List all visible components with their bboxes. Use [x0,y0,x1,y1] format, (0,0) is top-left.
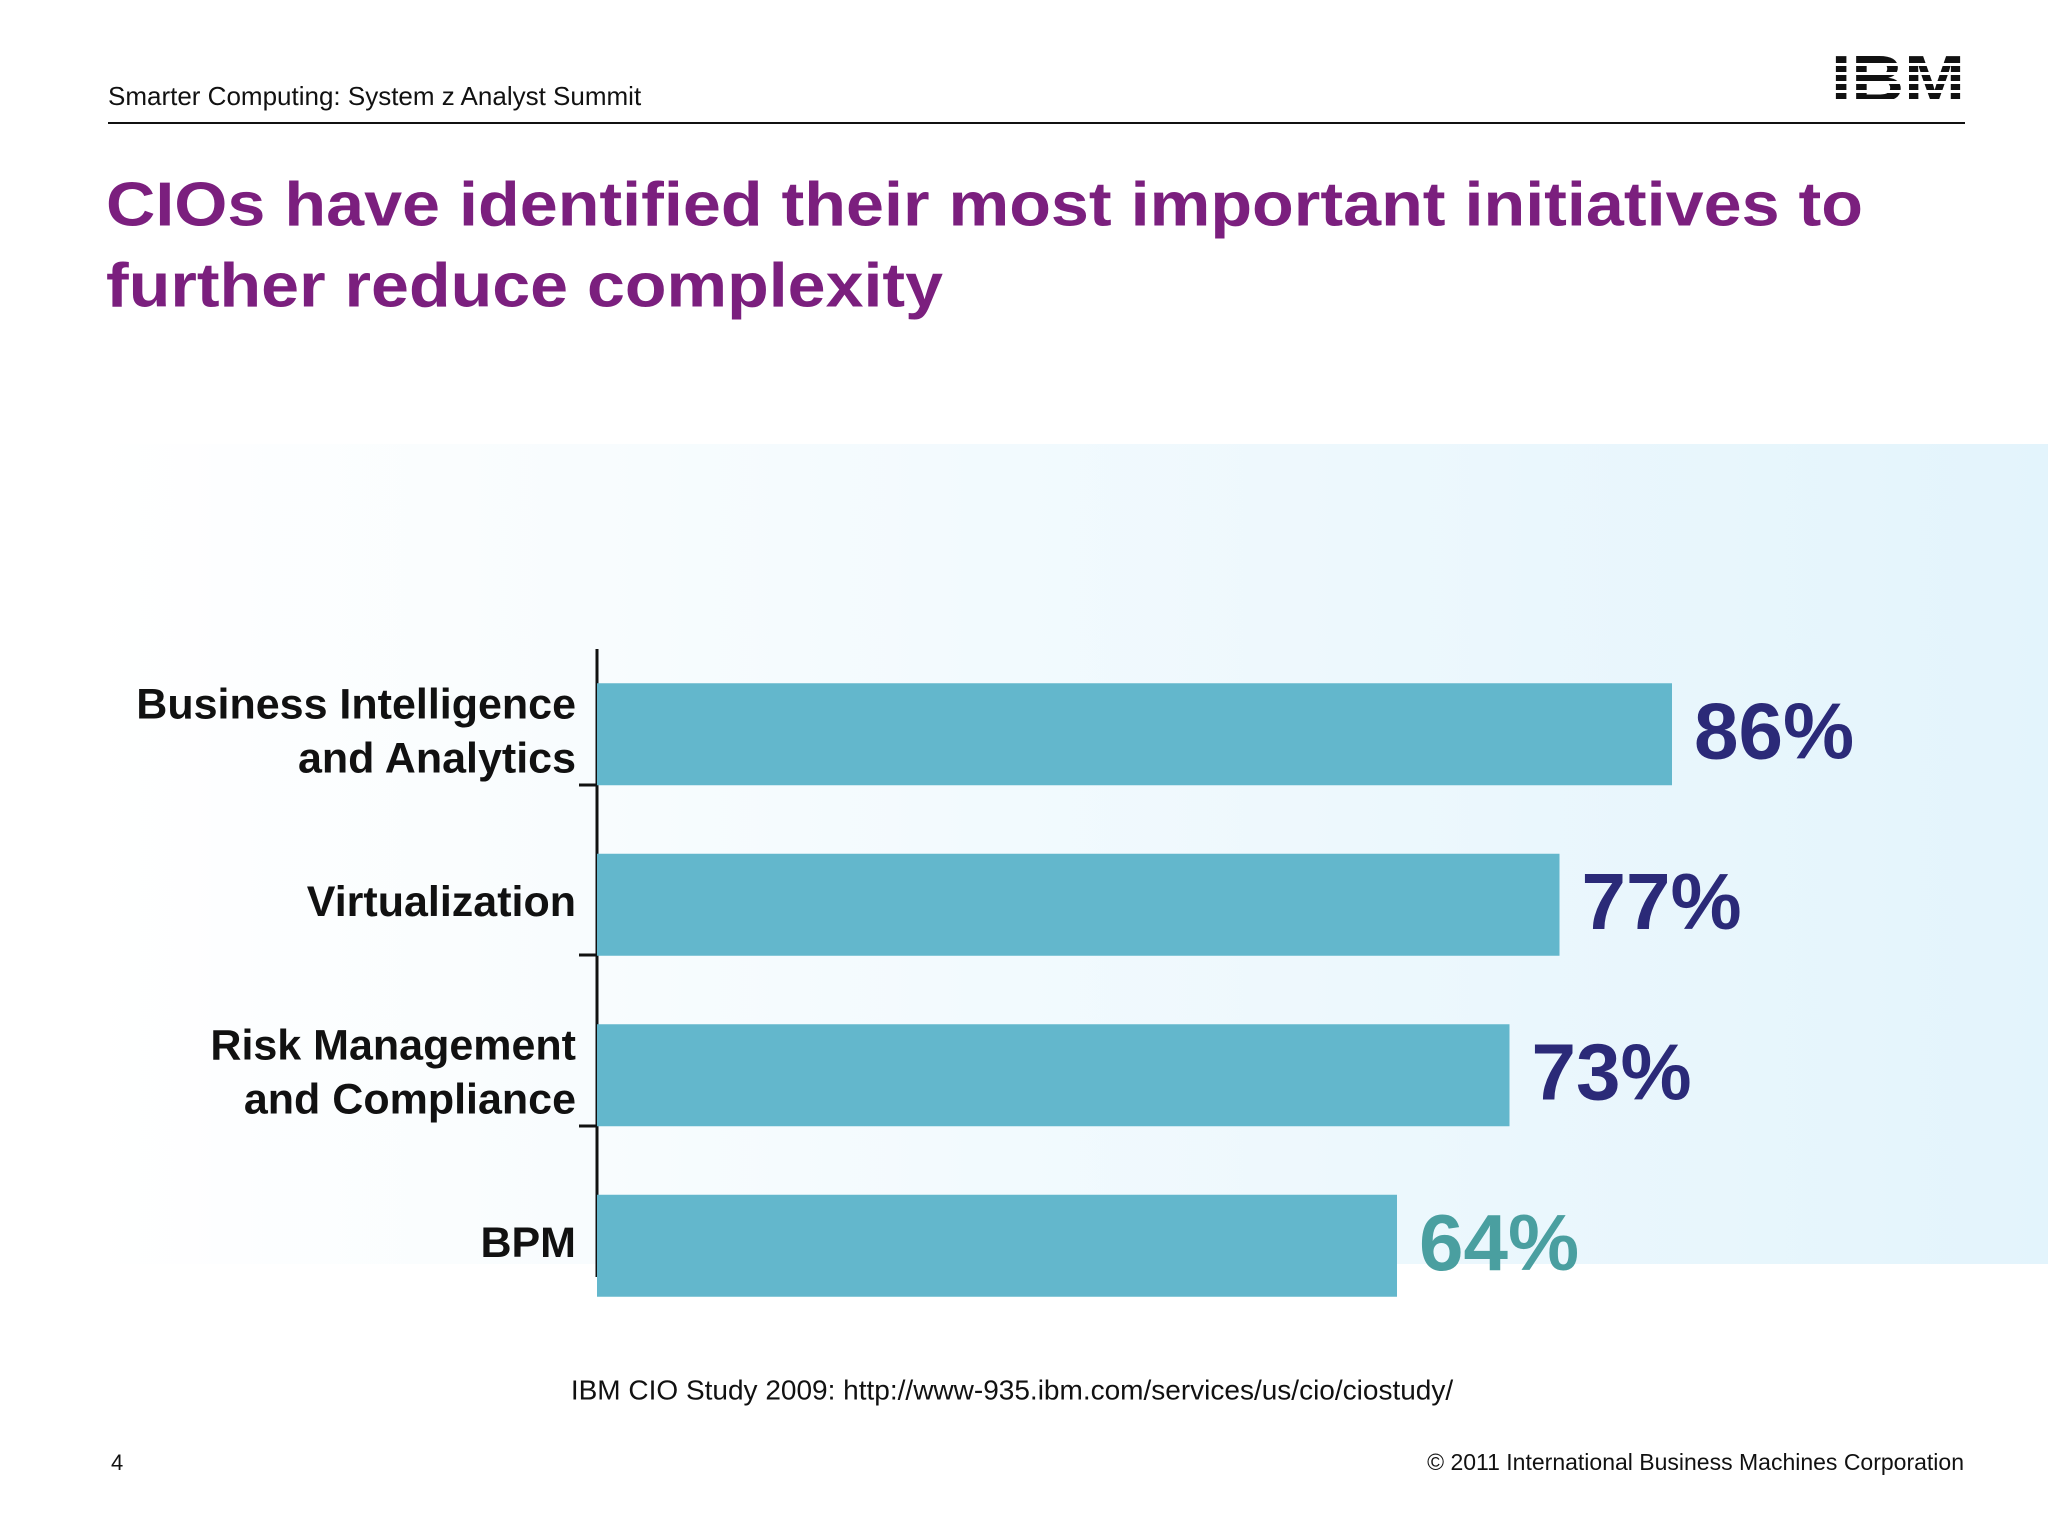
header-subtitle: Smarter Computing: System z Analyst Summ… [108,81,642,111]
category-label: and Compliance [244,1076,576,1124]
page-number: 4 [111,1450,123,1475]
logo-stripe [1825,99,1970,102]
value-label: 73% [1532,1027,1692,1116]
bar [597,853,1560,956]
chart-title: CIOs have identified their most importan… [106,170,1863,239]
category-label: Business Intelligence [136,681,576,729]
logo-stripe [1825,90,1970,93]
logo-text: IBM [1831,41,1965,115]
category-label: Risk Management [210,1022,576,1070]
category-label: Virtualization [307,878,576,926]
logo-stripe [1825,63,1970,66]
copyright: © 2011 International Business Machines C… [1427,1449,1964,1475]
bar [597,1194,1397,1297]
value-label: 77% [1582,857,1742,946]
source-note: IBM CIO Study 2009: http://www-935.ibm.c… [571,1374,1454,1405]
value-label: 64% [1419,1198,1579,1287]
bar [597,1024,1510,1127]
category-label: BPM [480,1219,576,1267]
bar [597,683,1672,786]
logo: IBM [1825,41,1970,115]
category-label: and Analytics [298,735,576,783]
value-label: 86% [1694,686,1854,775]
chart-title: further reduce complexity [106,251,944,320]
logo-stripe [1825,72,1970,75]
logo-stripe [1825,81,1970,84]
